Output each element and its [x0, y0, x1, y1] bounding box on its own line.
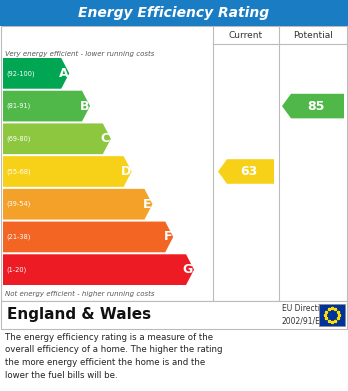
Polygon shape [3, 189, 152, 220]
Text: D: D [120, 165, 130, 178]
Text: F: F [164, 230, 172, 244]
Text: Energy Efficiency Rating: Energy Efficiency Rating [78, 6, 270, 20]
Bar [1, 26, 347, 301]
Text: England & Wales: England & Wales [7, 307, 151, 323]
Text: 85: 85 [307, 100, 325, 113]
Polygon shape [3, 156, 132, 187]
Text: (21-38): (21-38) [6, 234, 30, 240]
Polygon shape [3, 254, 194, 285]
Text: (81-91): (81-91) [6, 103, 30, 109]
Text: B: B [80, 100, 89, 113]
Polygon shape [3, 58, 69, 89]
Text: (92-100): (92-100) [6, 70, 34, 77]
Polygon shape [3, 124, 111, 154]
Bar [0, 0, 348, 26]
Text: C: C [101, 132, 110, 145]
Text: (55-68): (55-68) [6, 168, 31, 175]
Text: Very energy efficient - lower running costs: Very energy efficient - lower running co… [5, 51, 155, 57]
Text: (69-80): (69-80) [6, 136, 31, 142]
Text: EU Directive
2002/91/EC: EU Directive 2002/91/EC [282, 304, 329, 326]
Text: Not energy efficient - higher running costs: Not energy efficient - higher running co… [5, 291, 155, 297]
Text: 63: 63 [240, 165, 258, 178]
Text: Current: Current [229, 30, 263, 39]
Polygon shape [218, 159, 274, 184]
Bar [1, 301, 347, 329]
Polygon shape [3, 91, 90, 122]
Text: A: A [58, 67, 68, 80]
Text: The energy efficiency rating is a measure of the
overall efficiency of a home. T: The energy efficiency rating is a measur… [5, 333, 222, 380]
Text: (1-20): (1-20) [6, 266, 26, 273]
Text: G: G [183, 263, 193, 276]
Polygon shape [3, 222, 173, 252]
Text: (39-54): (39-54) [6, 201, 30, 208]
Polygon shape [282, 94, 344, 118]
Text: Potential: Potential [293, 30, 333, 39]
Text: E: E [143, 198, 151, 211]
Bar [319, 304, 345, 326]
